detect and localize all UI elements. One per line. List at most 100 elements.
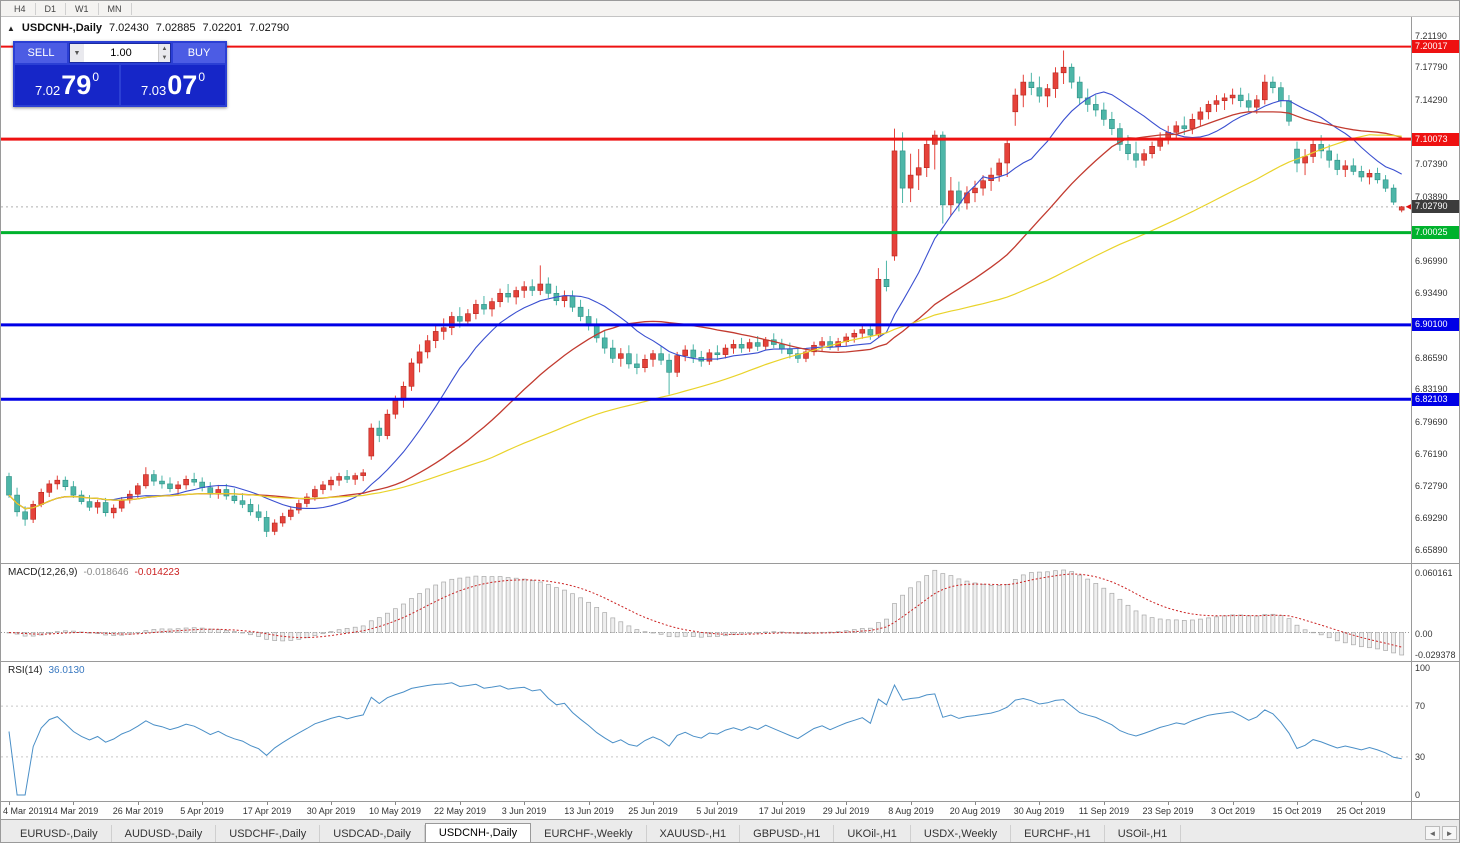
- date-tick: [589, 802, 590, 805]
- chart-symbol-label: USDCNH-,Daily: [21, 22, 102, 34]
- tab-eurchf-weekly[interactable]: EURCHF-,Weekly: [531, 825, 647, 842]
- macd-chart-svg[interactable]: [1, 564, 1411, 661]
- date-label: 11 Sep 2019: [1078, 806, 1130, 816]
- tab-usdcnh-daily[interactable]: USDCNH-,Daily: [424, 823, 532, 842]
- volume-dropdown-icon[interactable]: ▼: [70, 44, 84, 62]
- chart-ohlc-header: ▲ USDCNH-,Daily 7.02430 7.02885 7.02201 …: [7, 22, 289, 34]
- price-axis-label: 6.83190: [1415, 384, 1448, 394]
- chart-tabs-bar: EURUSD-,Daily AUDUSD-,Daily USDCHF-,Daily U…: [1, 819, 1459, 842]
- price-badge-7.20017: 7.20017: [1411, 40, 1459, 53]
- volume-input[interactable]: 1.00: [110, 47, 132, 59]
- tabs-list: EURUSD-,Daily AUDUSD-,Daily USDCHF-,Daily U…: [7, 823, 1182, 842]
- tab-ukoil-h1[interactable]: UKOil-,H1: [834, 825, 911, 842]
- timeframe-mn-button[interactable]: MN: [99, 2, 132, 15]
- tab-eurusd-daily[interactable]: EURUSD-,Daily: [7, 825, 112, 842]
- date-tick: [524, 802, 525, 805]
- date-tick: [846, 802, 847, 805]
- price-badge-6.82103: 6.82103: [1411, 393, 1459, 406]
- date-label: 5 Apr 2019: [180, 806, 224, 816]
- rsi-line: [8, 682, 1402, 796]
- price-axis-label: 7.14290: [1415, 95, 1448, 105]
- price-badge-7.10073: 7.10073: [1411, 133, 1459, 146]
- date-tick: [653, 802, 654, 805]
- tab-usdchf-daily[interactable]: USDCHF-,Daily: [216, 825, 321, 842]
- rsi-value: 36.0130: [48, 665, 85, 676]
- ohlc-high: 7.02885: [155, 22, 196, 34]
- date-tick: [267, 802, 268, 805]
- price-axis-divider: [1411, 17, 1412, 819]
- timeframe-h4-button[interactable]: H4: [5, 2, 36, 15]
- volume-decrease-button[interactable]: ▼: [159, 53, 170, 62]
- volume-increase-button[interactable]: ▲: [159, 44, 170, 53]
- date-tick: [460, 802, 461, 805]
- current-price-badge: 7.02790: [1411, 200, 1459, 213]
- sell-button[interactable]: SELL: [15, 43, 67, 63]
- date-tick: [1297, 802, 1298, 805]
- buy-price-big-digits: 07: [167, 69, 198, 100]
- price-axis-label: 6.86590: [1415, 353, 1448, 363]
- date-tick: [331, 802, 332, 805]
- tab-usdcad-daily[interactable]: USDCAD-,Daily: [320, 825, 425, 842]
- date-label: 8 Aug 2019: [888, 806, 934, 816]
- date-label: 29 Jul 2019: [822, 806, 870, 816]
- date-label: 25 Oct 2019: [1336, 806, 1386, 816]
- sell-price-big-digits: 79: [61, 69, 92, 100]
- timeframe-toolbar: H4 D1 W1 MN: [1, 1, 1459, 17]
- rsi-panel-divider[interactable]: [1, 661, 1459, 662]
- date-tick: [911, 802, 912, 805]
- date-axis-divider: [1, 801, 1459, 802]
- candlestick-chart-svg[interactable]: [1, 17, 1411, 563]
- sell-price-prefix: 7.02: [34, 83, 61, 98]
- price-axis-label: 7.21190: [1415, 31, 1447, 41]
- macd-panel-divider[interactable]: [1, 563, 1459, 564]
- tab-usdx-weekly[interactable]: USDX-,Weekly: [911, 825, 1012, 842]
- price-axis-label: 6.76190: [1415, 449, 1448, 459]
- tab-audusd-daily[interactable]: AUDUSD-,Daily: [112, 825, 217, 842]
- date-label: 23 Sep 2019: [1142, 806, 1194, 816]
- one-click-trade-panel: SELL ▼ 1.00 ▲ ▼ BUY 7.02 79 0: [13, 41, 227, 107]
- date-tick: [202, 802, 203, 805]
- tab-scroll-right-button[interactable]: ►: [1442, 826, 1457, 840]
- price-axis-label: 7.03890: [1415, 192, 1448, 202]
- price-axis[interactable]: 7.21190 7.17790 7.14290 7.07390 7.03890 6.969…: [1411, 17, 1459, 819]
- date-tick: [782, 802, 783, 805]
- rsi-chart-svg[interactable]: [1, 662, 1411, 801]
- timeframe-d1-button[interactable]: D1: [36, 2, 67, 15]
- macd-label: MACD(12,26,9) -0.018646 -0.014223: [8, 567, 180, 578]
- date-label: 17 Jul 2019: [758, 806, 806, 816]
- tab-xauusd-h1[interactable]: XAUUSD-,H1: [647, 825, 741, 842]
- date-tick: [9, 802, 10, 805]
- date-label: 30 Apr 2019: [306, 806, 356, 816]
- ma-30-line: [8, 111, 1402, 510]
- sell-price-display[interactable]: 7.02 79 0: [15, 65, 119, 105]
- date-label: 4 Mar 2019: [3, 806, 49, 816]
- symbol-collapse-icon[interactable]: ▲: [7, 23, 15, 33]
- timeframe-w1-button[interactable]: W1: [66, 2, 99, 15]
- date-label: 10 May 2019: [368, 806, 422, 816]
- price-axis-label: 6.96990: [1415, 256, 1448, 266]
- date-tick: [1233, 802, 1234, 805]
- date-axis[interactable]: 4 Mar 2019 14 Mar 2019 26 Mar 2019 5 Apr 20…: [1, 802, 1411, 819]
- ma-60-line: [8, 134, 1402, 510]
- date-label: 20 Aug 2019: [949, 806, 1001, 816]
- buy-price-pipette: 0: [198, 70, 206, 84]
- rsi-panel[interactable]: RSI(14) 36.0130: [1, 662, 1411, 801]
- price-badge-6.90100: 6.90100: [1411, 318, 1459, 331]
- tab-scroll-left-button[interactable]: ◄: [1425, 826, 1440, 840]
- price-chart[interactable]: ▲ USDCNH-,Daily 7.02430 7.02885 7.02201 …: [1, 17, 1411, 563]
- macd-panel[interactable]: MACD(12,26,9) -0.018646 -0.014223: [1, 564, 1411, 661]
- date-label: 3 Jun 2019: [501, 806, 547, 816]
- date-tick: [975, 802, 976, 805]
- tab-usoil-h1[interactable]: USOil-,H1: [1105, 825, 1182, 842]
- date-tick: [1104, 802, 1105, 805]
- last-price-marker: [1405, 204, 1411, 210]
- macd-axis-min: -0.029378: [1415, 650, 1456, 660]
- rsi-axis-label: 30: [1415, 752, 1426, 762]
- tab-gbpusd-h1[interactable]: GBPUSD-,H1: [740, 825, 835, 842]
- rsi-name: RSI(14): [8, 665, 43, 676]
- rsi-axis-label: 70: [1415, 701, 1426, 711]
- tab-eurchf-h1[interactable]: EURCHF-,H1: [1011, 825, 1105, 842]
- buy-button[interactable]: BUY: [173, 43, 225, 63]
- buy-price-display[interactable]: 7.03 07 0: [121, 65, 225, 105]
